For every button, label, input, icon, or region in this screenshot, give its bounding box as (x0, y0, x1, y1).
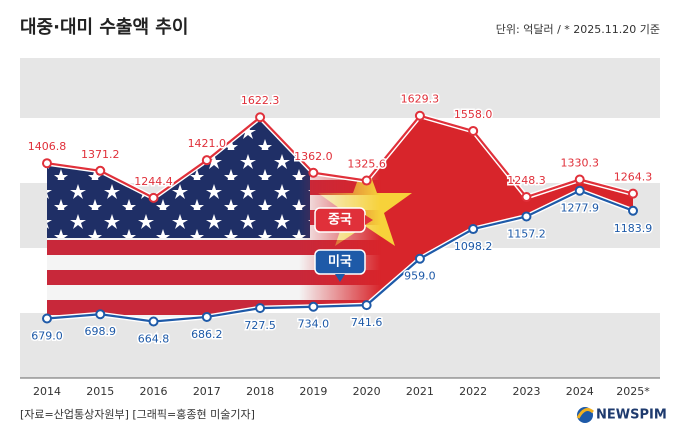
point (574, 174, 585, 185)
value-label: 727.5 (244, 319, 276, 332)
source-note: [자료=산업통상자원부] [그래픽=홍종현 미술기자] (20, 407, 255, 421)
point (414, 253, 425, 264)
legend-pointer (335, 274, 345, 282)
value-label: 1183.9 (614, 222, 653, 235)
value-label: 741.6 (351, 316, 383, 329)
point (628, 205, 638, 216)
point (521, 192, 532, 203)
x-tick-label: 2014 (33, 385, 61, 398)
value-label: 679.0 (31, 329, 63, 342)
x-tick-label: 2020 (353, 385, 381, 398)
x-tick-label: 2021 (406, 385, 434, 398)
value-label: 1098.2 (454, 240, 493, 253)
point (95, 309, 106, 320)
point (468, 224, 479, 235)
point (255, 303, 266, 314)
value-label: 686.2 (191, 328, 223, 341)
chart-subtitle: 단위: 억달러 / * 2025.11.20 기준 (496, 23, 660, 36)
x-tick-label: 2016 (140, 385, 168, 398)
value-label: 1362.0 (294, 150, 333, 163)
x-tick-label: 2018 (246, 385, 274, 398)
value-label: 1629.3 (401, 93, 440, 106)
x-tick-label: 2015 (86, 385, 114, 398)
point (95, 165, 106, 176)
value-label: 1248.3 (507, 174, 546, 187)
point (42, 158, 52, 169)
value-label: 1406.8 (28, 140, 67, 153)
point (628, 188, 638, 199)
value-label: 1157.2 (507, 227, 546, 240)
point (255, 112, 266, 123)
value-label: 664.8 (138, 333, 170, 346)
value-label: 959.0 (404, 270, 436, 283)
x-tick-label: 2024 (566, 385, 594, 398)
point (574, 185, 585, 196)
value-label: 1622.3 (241, 94, 280, 107)
point (361, 300, 372, 311)
point (414, 110, 425, 121)
point (308, 167, 319, 178)
x-tick-label: 2022 (459, 385, 487, 398)
point (148, 192, 159, 203)
chart-title: 대중·대미 수출액 추이 (20, 17, 188, 38)
point (201, 155, 212, 166)
value-label: 1558.0 (454, 108, 493, 121)
value-label: 1371.2 (81, 148, 120, 161)
point (361, 175, 372, 186)
series-line (46, 189, 634, 323)
value-label: 1264.3 (614, 171, 653, 184)
point (148, 316, 159, 327)
point (468, 125, 479, 136)
value-label: 1325.6 (347, 158, 386, 171)
logo: NEWSPIM (596, 408, 667, 423)
x-tick-label: 2025* (616, 385, 650, 398)
value-label: 698.9 (85, 325, 117, 338)
legend-label: 미국 (328, 254, 352, 270)
value-label: 1330.3 (560, 157, 599, 170)
value-label: 1277.9 (560, 202, 599, 215)
legend-label: 중국 (328, 213, 352, 228)
x-tick-label: 2023 (512, 385, 540, 398)
point (42, 313, 52, 324)
value-label: 1421.0 (188, 137, 227, 150)
logo-swoosh (576, 408, 594, 419)
x-tick-label: 2017 (193, 385, 221, 398)
point (308, 301, 319, 312)
value-label: 734.0 (298, 318, 330, 331)
series-line (46, 114, 634, 200)
x-tick-label: 2019 (299, 385, 327, 398)
value-label: 1244.4 (134, 175, 173, 188)
point (201, 311, 212, 322)
point (521, 211, 532, 222)
legend-pointer (365, 215, 373, 225)
